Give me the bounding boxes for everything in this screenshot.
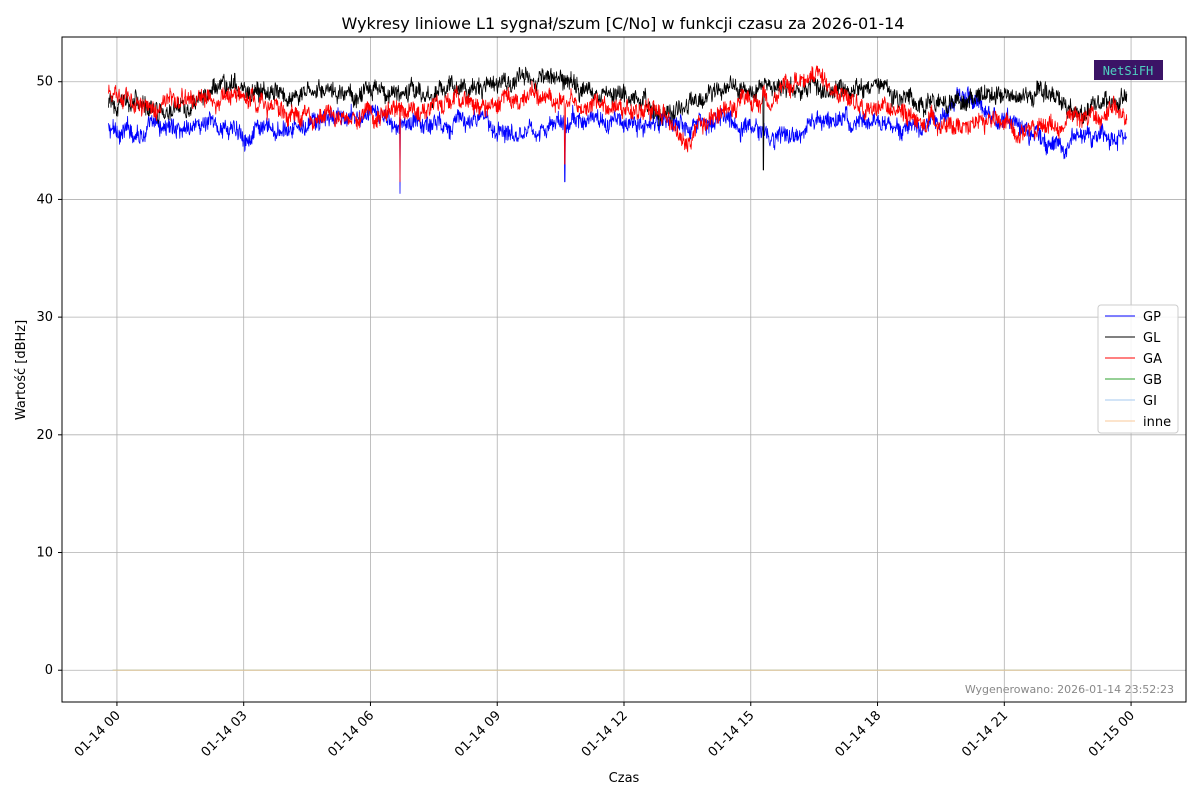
y-tick-label: 30 (36, 310, 53, 325)
x-tick-label: 01-14 03 (199, 708, 251, 760)
series-line-ga (108, 65, 1128, 183)
legend-label: GB (1143, 373, 1162, 388)
x-axis-ticks: 01-14 00 01-14 03 01-14 06 01-14 09 01-14 12… (72, 702, 1138, 760)
x-axis-label: Czas (609, 771, 640, 786)
x-tick-label: 01-14 21 (959, 708, 1011, 760)
legend-label: GI (1143, 394, 1157, 409)
x-tick-label: 01-14 06 (325, 708, 377, 760)
series-line-gp (108, 86, 1128, 194)
logo-background (1094, 60, 1163, 80)
chart-title: Wykresy liniowe L1 sygnał/szum [C/No] w … (342, 14, 905, 33)
x-tick-label: 01-14 00 (72, 708, 124, 760)
y-tick-label: 10 (36, 546, 53, 561)
legend-label: GP (1143, 310, 1161, 325)
series-line-gl (108, 66, 1128, 171)
x-tick-label: 01-14 18 (832, 708, 884, 760)
series-group (108, 65, 1132, 671)
x-tick-label: 01-14 12 (579, 708, 631, 760)
x-tick-label: 01-14 15 (706, 708, 758, 760)
logo-text: NetSiFH (1103, 64, 1154, 78)
y-axis-ticks: 0 10 20 30 40 50 (36, 75, 62, 678)
logo-badge: NetSiFH (1094, 60, 1163, 80)
legend-label: GA (1143, 352, 1162, 367)
grid-lines (62, 37, 1186, 702)
legend-label: GL (1143, 331, 1161, 346)
y-tick-label: 50 (36, 75, 53, 90)
x-tick-label: 01-15 00 (1086, 708, 1138, 760)
legend: GP GL GA GB GI inne (1097, 304, 1179, 434)
legend-box (1097, 304, 1179, 434)
legend-label: inne (1143, 415, 1171, 430)
x-tick-label: 01-14 09 (452, 708, 504, 760)
y-tick-label: 20 (36, 428, 53, 443)
y-axis-label: Wartość [dBHz] (14, 320, 29, 420)
generated-timestamp: Wygenerowano: 2026-01-14 23:52:23 (965, 683, 1174, 696)
y-tick-label: 40 (36, 192, 53, 207)
y-tick-label: 0 (45, 663, 53, 678)
